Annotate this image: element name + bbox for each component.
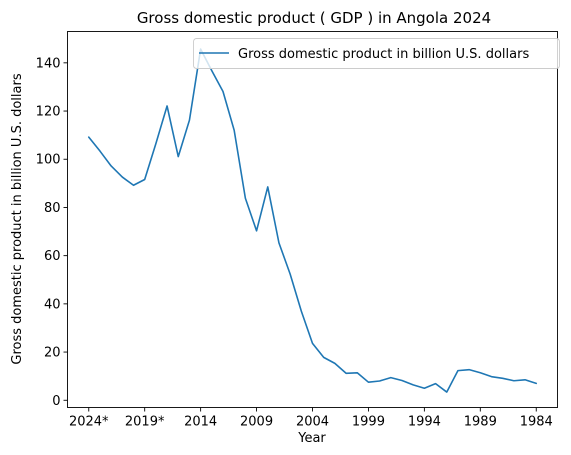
y-axis-title: Gross domestic product in billion U.S. d…	[10, 73, 25, 364]
y-tick-label: 20	[44, 346, 61, 361]
y-tick-label: 60	[44, 249, 61, 264]
gdp-series-line	[87, 48, 538, 393]
y-tick-label: 40	[44, 297, 61, 312]
legend: Gross domestic product in billion U.S. d…	[193, 38, 560, 69]
y-tick-label: 0	[52, 394, 60, 409]
y-tick-label: 100	[36, 153, 61, 168]
x-tick-label: 1994	[408, 415, 441, 430]
x-axis-title: Year	[297, 431, 326, 446]
legend-entry-label: Gross domestic product in billion U.S. d…	[238, 47, 529, 62]
x-tick-label: 1989	[464, 415, 497, 430]
x-tick-label: 1984	[520, 415, 553, 430]
x-tick-label: 2004	[296, 415, 329, 430]
x-tick-label: 2014	[184, 415, 217, 430]
x-tick-label: 2019*	[125, 415, 165, 430]
y-tick-label: 80	[44, 201, 61, 216]
x-tick-label: 2009	[240, 415, 273, 430]
x-axis-ticks: 2024* 2019* 2014 2009 2004 1999 1994 1989 1984	[69, 407, 553, 430]
x-tick-label: 1999	[352, 415, 385, 430]
legend-box	[193, 38, 560, 69]
y-axis-ticks: 0 20 40 60 80 100 120 140	[36, 56, 68, 409]
chart-title: Gross domestic product ( GDP ) in Angola…	[137, 9, 491, 27]
x-tick-label: 2024*	[69, 415, 109, 430]
y-tick-label: 120	[36, 105, 61, 120]
plot-frame	[67, 31, 558, 408]
y-tick-label: 140	[36, 56, 61, 71]
